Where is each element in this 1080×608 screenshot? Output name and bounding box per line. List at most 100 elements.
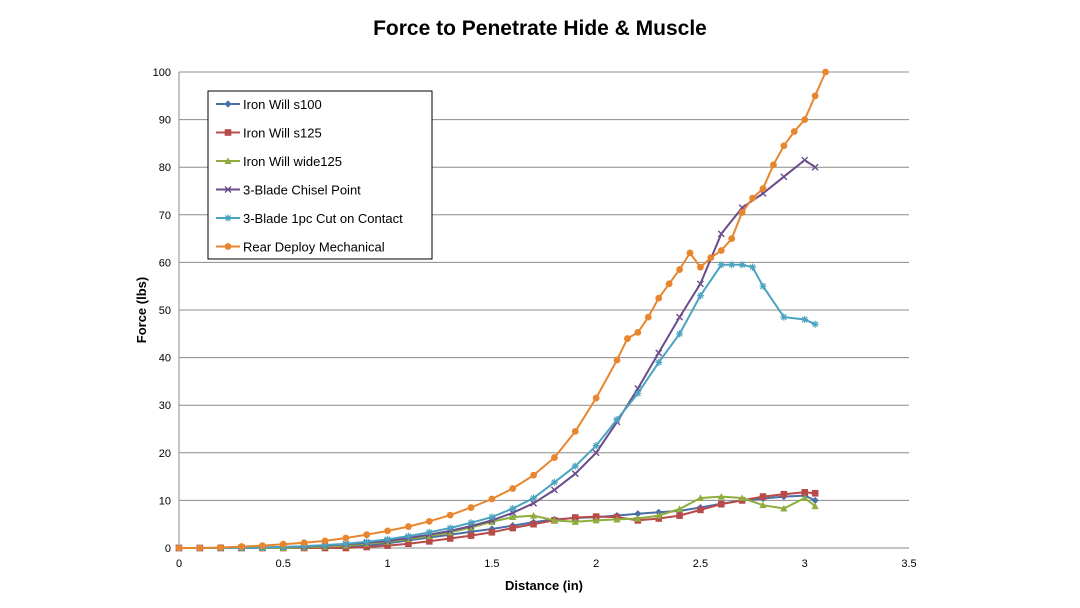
legend-box — [207, 90, 433, 260]
data-point — [634, 328, 642, 336]
data-point — [811, 163, 819, 171]
data-point — [655, 358, 663, 366]
legend-item: Iron Will s100 — [216, 97, 322, 112]
legend-item: Iron Will wide125 — [216, 154, 342, 169]
chart-title: Force to Penetrate Hide & Muscle — [373, 17, 707, 40]
data-point — [550, 516, 559, 524]
data-point — [728, 261, 736, 269]
data-point — [801, 156, 809, 164]
data-point — [342, 534, 350, 542]
legend-label: 3-Blade Chisel Point — [243, 183, 361, 198]
data-point — [613, 515, 621, 523]
data-point — [738, 209, 746, 216]
legend-label: Iron Will s125 — [243, 126, 322, 141]
data-point — [571, 427, 579, 435]
data-point — [224, 129, 232, 136]
x-tick-label: 2 — [593, 558, 599, 570]
y-tick-label: 0 — [165, 543, 171, 555]
data-point — [446, 511, 454, 519]
data-point — [780, 313, 788, 321]
data-point — [707, 254, 715, 262]
data-point — [790, 128, 798, 135]
data-point — [467, 532, 475, 539]
data-point — [717, 261, 725, 269]
data-point — [822, 68, 829, 76]
data-point — [363, 531, 371, 539]
data-point — [728, 235, 736, 243]
data-point — [592, 449, 600, 457]
data-point — [759, 282, 767, 290]
data-point — [571, 514, 579, 521]
data-point — [655, 512, 663, 519]
data-point — [780, 142, 788, 150]
data-point — [446, 524, 454, 532]
data-point — [634, 389, 642, 397]
data-point — [801, 116, 809, 123]
data-point — [550, 478, 558, 486]
data-point — [196, 544, 204, 552]
data-point — [224, 214, 232, 222]
data-point — [321, 541, 329, 549]
x-tick-labels: 0 0.5 1 1.5 2 2.5 3 3.5 — [176, 558, 917, 570]
legend-label: 3-Blade 1pc Cut on Contact — [243, 211, 403, 226]
data-point — [801, 316, 809, 324]
data-point — [811, 92, 819, 100]
data-point — [696, 280, 704, 288]
data-point — [238, 543, 245, 550]
data-point — [384, 542, 391, 549]
data-point — [529, 512, 538, 519]
x-tick-label: 0.5 — [276, 558, 291, 570]
data-point — [759, 185, 767, 193]
y-tick-labels: 0 10 20 30 40 50 60 70 80 90 100 — [153, 67, 171, 555]
data-point — [676, 313, 684, 321]
y-tick-label: 40 — [159, 353, 171, 365]
data-point — [224, 243, 232, 250]
data-point — [780, 504, 788, 512]
data-point — [530, 499, 538, 507]
data-point — [624, 335, 631, 342]
legend: Iron Will s100 Iron Will s125 Iron Will wi… — [207, 90, 433, 260]
data-point — [655, 294, 663, 302]
data-point — [571, 518, 579, 525]
data-point — [749, 194, 756, 202]
data-point — [488, 525, 496, 533]
data-point — [697, 263, 704, 271]
data-point — [425, 528, 433, 536]
data-point — [425, 538, 433, 545]
data-point — [467, 519, 475, 527]
data-point — [697, 506, 704, 514]
y-tick-label: 30 — [159, 400, 171, 412]
data-point — [321, 537, 329, 545]
data-point — [550, 486, 558, 494]
data-point — [613, 415, 621, 423]
y-tick-label: 50 — [159, 305, 171, 317]
data-point — [530, 520, 537, 528]
data-point — [342, 540, 350, 548]
data-point — [259, 542, 266, 550]
y-tick-label: 70 — [159, 210, 171, 222]
data-point — [717, 230, 725, 238]
data-point — [592, 513, 600, 520]
data-point — [217, 544, 225, 551]
y-tick-label: 60 — [159, 257, 171, 269]
data-point — [811, 320, 819, 328]
data-point — [175, 544, 183, 552]
legend-label: Iron Will s100 — [243, 97, 322, 112]
series-6 — [175, 68, 829, 552]
data-point — [759, 493, 767, 500]
legend-label: Rear Deploy Mechanical — [243, 240, 385, 255]
data-point — [446, 535, 454, 542]
data-point — [644, 313, 652, 321]
data-point — [738, 494, 746, 502]
x-tick-label: 0 — [176, 558, 182, 570]
data-point — [811, 502, 819, 510]
data-point — [363, 543, 371, 551]
legend-item: 3-Blade Chisel Point — [216, 183, 361, 198]
y-tick-label: 90 — [159, 115, 171, 127]
data-point — [613, 356, 621, 364]
data-point — [384, 527, 391, 535]
data-point — [801, 494, 809, 502]
data-point — [488, 513, 496, 521]
data-point — [665, 280, 673, 288]
data-point — [571, 470, 579, 478]
